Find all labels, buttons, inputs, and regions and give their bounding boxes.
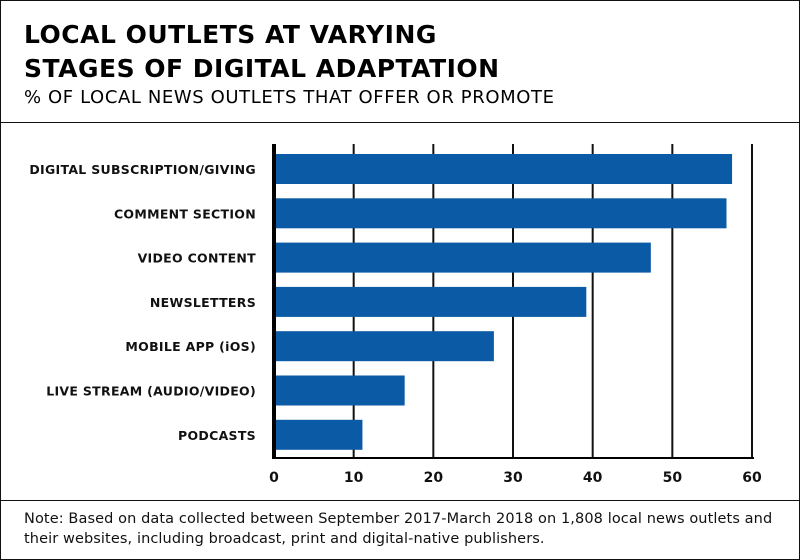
chart-subtitle: % OF LOCAL NEWS OUTLETS THAT OFFER OR PR… — [24, 87, 555, 108]
x-tick-label-30: 30 — [503, 470, 523, 486]
x-tick-label-50: 50 — [663, 470, 683, 486]
bar-0 — [274, 154, 733, 184]
x-tick-label-60: 60 — [742, 470, 762, 486]
category-label-5: LIVE STREAM (AUDIO/VIDEO) — [46, 384, 256, 399]
x-tick-label-40: 40 — [583, 470, 603, 486]
bar-4 — [274, 331, 494, 362]
category-label-0: DIGITAL SUBSCRIPTION/GIVING — [29, 162, 256, 177]
chart-title-line-2: STAGES OF DIGITAL ADAPTATION — [24, 54, 500, 83]
bar-6 — [274, 419, 363, 450]
category-label-4: MOBILE APP (iOS) — [125, 339, 256, 354]
category-label-2: VIDEO CONTENT — [138, 251, 257, 266]
header-divider — [0, 122, 800, 123]
category-label-3: NEWSLETTERS — [150, 295, 256, 310]
note-divider — [0, 500, 800, 501]
x-tick-label-10: 10 — [344, 470, 364, 486]
chart-header: LOCAL OUTLETS AT VARYING STAGES OF DIGIT… — [24, 18, 780, 110]
x-tick-label-0: 0 — [269, 470, 279, 486]
bar-3 — [274, 286, 587, 317]
x-tick-label-20: 20 — [424, 470, 444, 486]
category-label-1: COMMENT SECTION — [114, 206, 256, 221]
bar-5 — [274, 375, 405, 406]
chart-title-line-1: LOCAL OUTLETS AT VARYING — [24, 20, 437, 49]
footnote: Note: Based on data collected between Se… — [24, 511, 773, 547]
category-label-6: PODCASTS — [178, 428, 256, 443]
bar-1 — [274, 198, 727, 229]
bar-2 — [274, 242, 651, 273]
